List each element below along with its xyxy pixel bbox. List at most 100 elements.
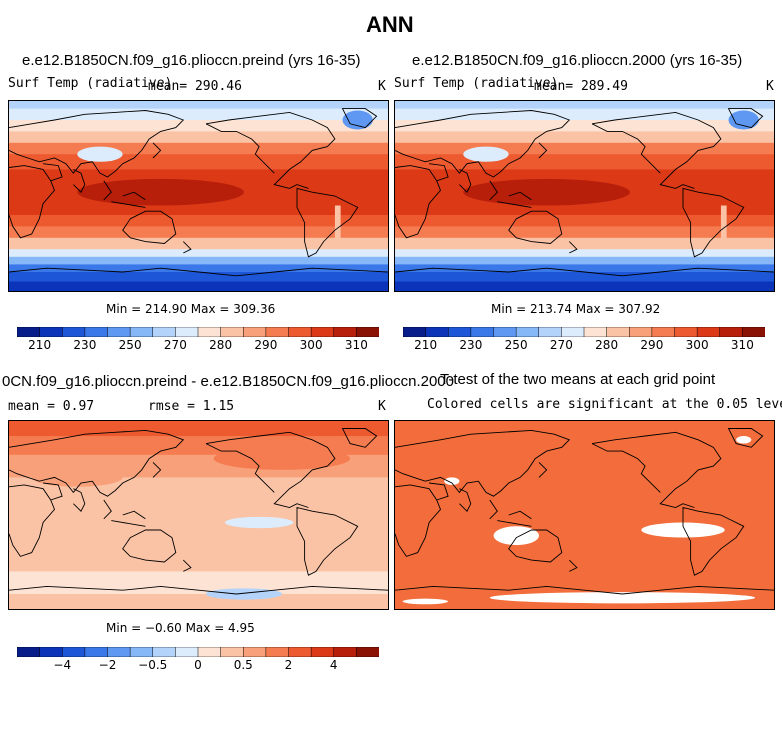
panel1-map	[8, 100, 389, 292]
panel2-title: e.e12.B1850CN.f09_g16.plioccn.2000 (yrs …	[412, 52, 743, 69]
coastline	[341, 428, 378, 448]
colorbar-tick-label: 250	[118, 338, 142, 352]
temp-band	[395, 120, 774, 132]
colorbar-swatch	[288, 326, 312, 338]
panel2-units: K	[766, 79, 774, 94]
coastline	[9, 267, 388, 277]
coastline	[429, 482, 449, 501]
coastline	[727, 428, 764, 448]
coastline	[508, 210, 563, 244]
diff-band	[9, 571, 388, 595]
diff-band	[9, 511, 388, 546]
coastline	[508, 529, 563, 563]
coastline	[73, 488, 86, 512]
temp-band	[9, 237, 388, 250]
colorbar-swatch	[493, 326, 517, 338]
coastline	[489, 499, 532, 527]
coastline	[568, 241, 578, 254]
temp-band	[9, 142, 388, 155]
temp-band	[395, 226, 774, 239]
coastline	[538, 462, 548, 478]
colorbar-swatch	[538, 326, 563, 338]
colorbar-tick-label: 210	[28, 338, 52, 352]
colorbar-swatch	[62, 646, 86, 658]
coastline	[103, 499, 146, 527]
colorbar-swatch	[333, 326, 358, 338]
colorbar-tick-label: 300	[299, 338, 323, 352]
coastline	[296, 187, 359, 258]
colorbar-tick-label: −4	[53, 658, 72, 672]
colorbar-swatch	[39, 326, 63, 338]
colorbar-tick-label: 210	[414, 338, 438, 352]
panel4-subtitle: Colored cells are significant at the 0.0…	[427, 397, 782, 412]
temp-band	[9, 215, 388, 227]
tibet-cold	[463, 146, 509, 162]
coastline	[9, 110, 185, 178]
coastline	[43, 482, 63, 501]
panel1-minmax: Min = 214.90 Max = 309.36	[106, 302, 276, 316]
colorbar-swatch	[515, 326, 540, 338]
coastline	[395, 165, 442, 239]
nonsignificant-region	[736, 436, 752, 444]
colorbar-swatch	[742, 326, 766, 338]
coastline	[296, 506, 359, 576]
coastline	[103, 180, 146, 208]
diff-band	[9, 545, 388, 572]
coastline	[182, 559, 192, 572]
colorbar-tick-label: 250	[504, 338, 528, 352]
temp-band	[395, 264, 774, 273]
colorbar-swatch	[583, 326, 608, 338]
temp-band	[9, 108, 388, 121]
colorbar-swatch	[197, 646, 222, 658]
colorbar-swatch	[674, 326, 698, 338]
colorbar-tick-label: −2	[98, 658, 117, 672]
colorbar-swatch	[129, 646, 154, 658]
andes-cool	[720, 205, 727, 244]
panel3-map	[8, 420, 389, 610]
colorbar-swatch	[288, 646, 312, 658]
panel3-title: 0CN.f09_g16.plioccn.preind - e.e12.B1850…	[2, 373, 454, 390]
temp-band	[395, 281, 774, 291]
coastline	[395, 110, 571, 178]
coastline	[73, 168, 86, 193]
temp-band	[395, 142, 774, 155]
colorbar-swatch	[197, 326, 222, 338]
nonsignificant-region	[402, 598, 449, 605]
colorbar-tick-label: 310	[344, 338, 368, 352]
temp-band	[9, 226, 388, 239]
colorbar-swatch	[175, 646, 199, 658]
coastline	[206, 111, 336, 189]
temp-band	[395, 131, 774, 144]
temp-band	[9, 120, 388, 132]
greenland-cold	[728, 110, 759, 130]
colorbar-tick-label: 4	[329, 658, 338, 672]
temp-band	[9, 131, 388, 144]
colorbar-tick-label: 0	[194, 658, 202, 672]
temp-band	[395, 215, 774, 227]
panel1-field-label: Surf Temp (radiative)	[8, 76, 173, 91]
colorbar-swatch	[696, 326, 721, 338]
coastline	[459, 488, 472, 512]
temp-band	[395, 249, 774, 258]
colorbar-swatch	[152, 646, 177, 658]
colorbar-swatch	[220, 326, 244, 338]
diff-patch	[213, 447, 351, 470]
colorbar-swatch	[175, 326, 199, 338]
colorbar-swatch	[561, 326, 585, 338]
colorbar-swatch	[356, 326, 380, 338]
warm-pool	[77, 178, 244, 206]
colorbar-tick-label: 280	[595, 338, 619, 352]
panel1-mean: mean= 290.46	[148, 79, 242, 94]
colorbar-swatch	[62, 326, 86, 338]
colorbar-swatch	[84, 646, 109, 658]
colorbar-swatch	[220, 646, 244, 658]
colorbar-swatch	[470, 326, 495, 338]
coastline	[9, 429, 185, 497]
warm-pool	[463, 178, 630, 206]
colorbar-swatch	[84, 326, 109, 338]
panel4-title: T-test of the two means at each grid poi…	[440, 371, 716, 388]
colorbar-tick-label: 270	[163, 338, 187, 352]
colorbar-swatch	[719, 326, 744, 338]
temp-band	[395, 237, 774, 250]
temp-band	[395, 101, 774, 110]
